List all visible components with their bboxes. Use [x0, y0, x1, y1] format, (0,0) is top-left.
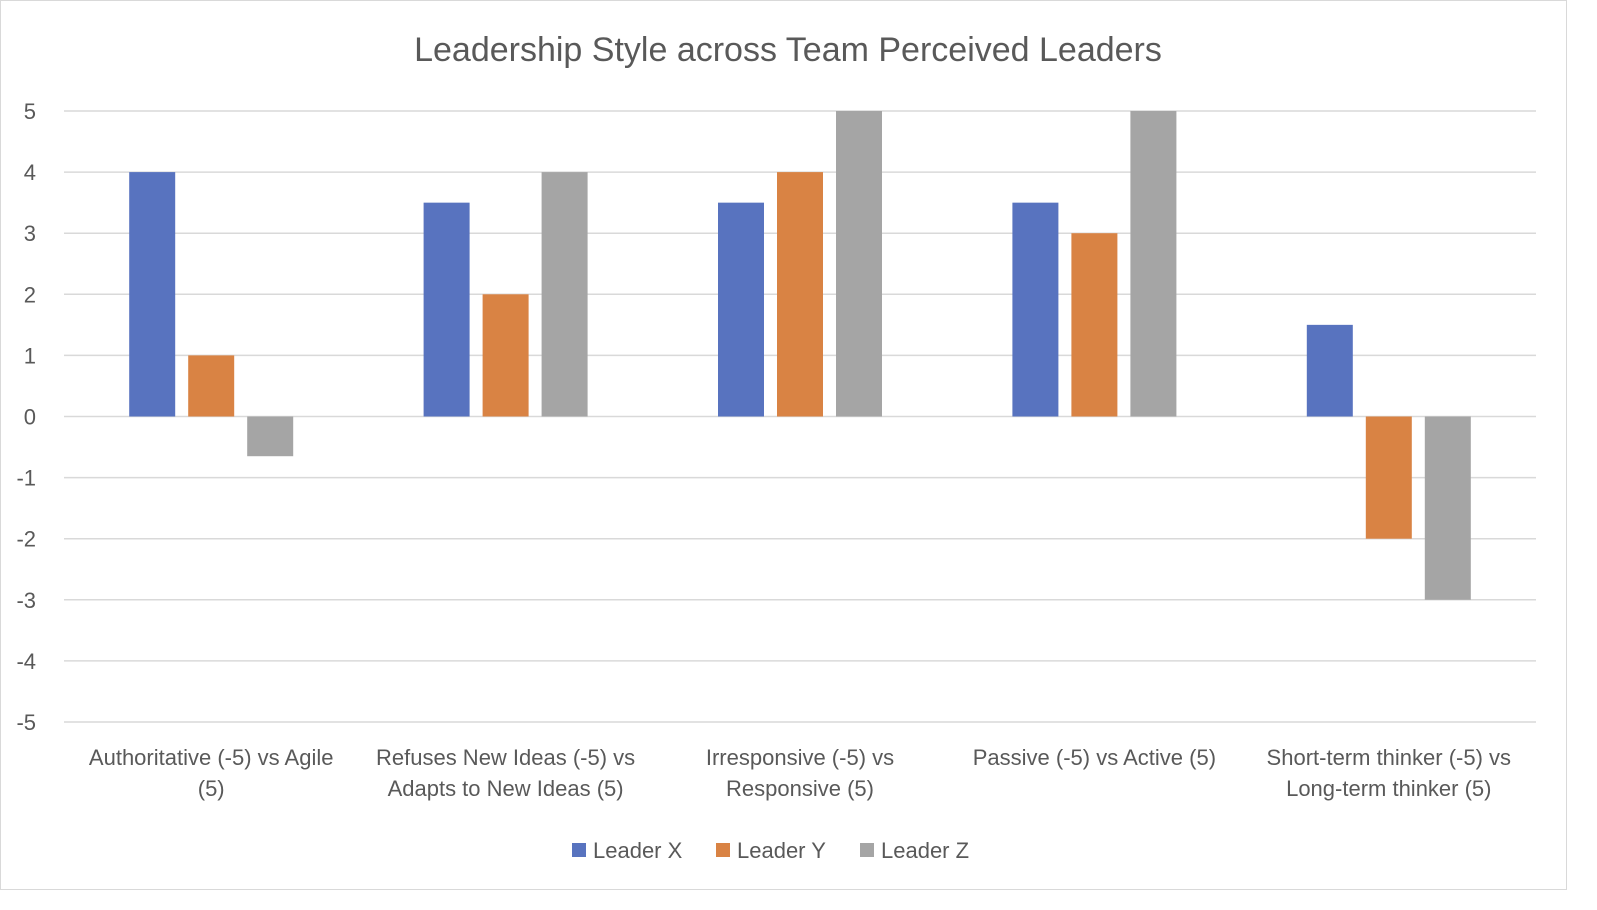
category-labels: Authoritative (-5) vs Agile (5) Refuses Ne… [89, 745, 1511, 801]
bar-leader-x-1 [129, 172, 176, 417]
bar-leader-z-3 [836, 111, 882, 417]
legend-swatch [716, 843, 730, 857]
bar-leader-z-4 [1130, 111, 1177, 417]
y-tick-label: 4 [24, 160, 36, 185]
chart-title: Leadership Style across Team Perceived L… [414, 31, 1162, 69]
bar-leader-y-4 [1071, 233, 1118, 417]
legend-label: Leader Z [881, 838, 969, 863]
y-tick-label: 2 [24, 282, 36, 307]
category-label: Passive (-5) vs Active (5) [973, 745, 1216, 770]
y-tick-label: -3 [16, 588, 36, 613]
bars [129, 111, 1471, 600]
y-tick-label: 0 [24, 405, 36, 430]
y-tick-label: 5 [24, 99, 36, 124]
category-label: Long-term thinker (5) [1286, 776, 1491, 801]
y-tick-label: 3 [24, 221, 36, 246]
bar-leader-x-3 [718, 202, 764, 417]
bar-leader-y-5 [1365, 416, 1412, 539]
y-tick-label: -5 [16, 710, 36, 735]
bar-leader-y-3 [777, 172, 823, 417]
bar-leader-y-2 [482, 294, 529, 417]
bar-leader-x-5 [1306, 324, 1353, 417]
category-label: Adapts to New Ideas (5) [388, 776, 624, 801]
legend-swatch [860, 843, 874, 857]
chart-frame: Leadership Style across Team Perceived L… [0, 0, 1567, 890]
legend-swatch [572, 843, 586, 857]
y-tick-label: 1 [24, 343, 36, 368]
category-label: Authoritative (-5) vs Agile [89, 745, 334, 770]
bar-leader-z-5 [1424, 416, 1471, 600]
y-tick-label: -2 [16, 527, 36, 552]
category-label: Refuses New Ideas (-5) vs [376, 745, 635, 770]
category-label: (5) [198, 776, 225, 801]
category-label: Short-term thinker (-5) vs [1267, 745, 1512, 770]
y-tick-label: -1 [16, 466, 36, 491]
bar-leader-x-2 [423, 202, 470, 417]
y-axis-ticks: 5 4 3 2 1 0 -1 -2 -3 -4 -5 [16, 99, 36, 735]
legend: Leader X Leader Y Leader Z [572, 838, 969, 863]
legend-label: Leader Y [737, 838, 826, 863]
bar-leader-z-1 [247, 416, 294, 457]
bar-leader-x-4 [1012, 202, 1059, 417]
legend-label: Leader X [593, 838, 683, 863]
y-tick-label: -4 [16, 649, 36, 674]
bar-chart: Leadership Style across Team Perceived L… [16, 31, 1536, 863]
category-label: Responsive (5) [726, 776, 874, 801]
bar-leader-z-2 [541, 172, 588, 417]
bar-leader-y-1 [188, 355, 235, 417]
category-label: Irresponsive (-5) vs [706, 745, 894, 770]
